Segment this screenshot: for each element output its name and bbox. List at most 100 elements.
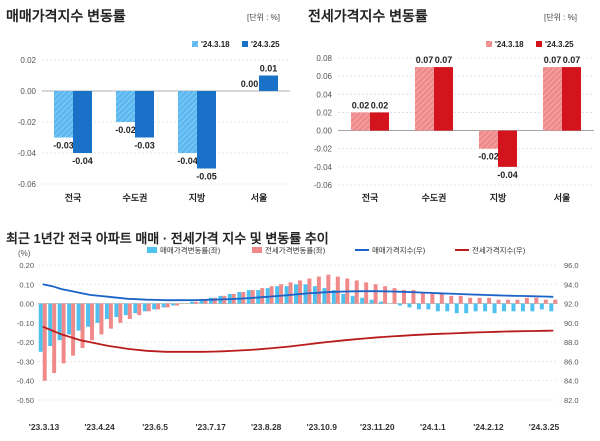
data-label: -0.03 <box>53 141 74 151</box>
trend-bar <box>496 299 501 304</box>
trend-bar <box>524 297 529 304</box>
trend-bar <box>52 303 57 373</box>
sale-price-bar-chart: 0.02 0.00 -0.02 -0.04 -0.06 '24.3.18 '24.3.25 -… <box>18 40 290 203</box>
legend-label: 전세가격변동률(좌) <box>265 246 326 255</box>
trend-bar <box>402 290 406 304</box>
y-tick-label: 0.06 <box>316 72 332 81</box>
right-tick-label: 82.0 <box>564 396 579 405</box>
bar <box>562 67 581 131</box>
y-tick-label: 0.02 <box>316 108 332 117</box>
trend-bar <box>426 303 431 310</box>
trend-bar <box>95 303 100 323</box>
trend-bar <box>454 303 459 314</box>
trend-bar <box>464 303 469 314</box>
trend-bar <box>392 288 397 304</box>
sale-price-panel: 매매가격지수 변동률 [단위 : %] 0.02 0.00 -0.02 -0.04 -0… <box>0 0 298 210</box>
bar <box>73 91 92 153</box>
category-label: 수도권 <box>422 192 447 203</box>
data-label: 0.07 <box>563 55 581 65</box>
bar <box>415 67 434 131</box>
bar <box>259 75 278 91</box>
legend-label: '24.3.25 <box>251 40 280 49</box>
trend-bar <box>411 290 416 304</box>
jeonse-price-bar-chart: 0.08 0.06 0.04 0.02 0.00 -0.02 -0.04 -0.06 '24.3… <box>314 40 594 203</box>
trend-bar <box>90 303 94 341</box>
x-tick-label: '23.11.20 <box>360 422 395 432</box>
trend-bar <box>322 288 327 304</box>
x-tick-label: '24.1.1 <box>420 422 446 432</box>
x-tick-label: '23.6.5 <box>142 422 168 432</box>
trend-bar <box>360 297 365 304</box>
trend-bar <box>38 303 43 352</box>
trend-bar <box>57 303 62 341</box>
data-label: -0.03 <box>134 141 155 151</box>
bar <box>135 91 154 138</box>
trend-bar <box>530 303 535 312</box>
category-label: 지방 <box>490 192 507 203</box>
legend-label: 매매가격변동률(좌) <box>160 246 221 255</box>
data-label: 0.02 <box>371 100 389 110</box>
left-axis-unit: (%) <box>18 249 31 258</box>
data-label: -0.04 <box>72 156 93 166</box>
y-tick-label: 0.04 <box>316 90 332 99</box>
trend-line <box>42 283 554 302</box>
trend-bar <box>86 303 90 327</box>
trend-bar <box>468 297 473 304</box>
sale-chart-unit: [단위 : %] <box>247 13 280 22</box>
y-tick-label: 0.00 <box>316 127 332 136</box>
bar <box>116 91 135 122</box>
trend-bar <box>316 276 321 304</box>
bar <box>479 130 498 149</box>
legend-label: '24.3.18 <box>201 40 230 49</box>
trend-bar <box>194 301 198 304</box>
trend-bar <box>67 303 72 335</box>
trend-bar <box>435 303 440 312</box>
trend-bar <box>511 303 516 312</box>
trend-bar <box>80 303 85 348</box>
trend-bar <box>398 303 402 306</box>
trend-bar <box>175 303 180 306</box>
trend-bar <box>99 303 104 335</box>
trend-bar <box>430 293 435 304</box>
left-tick-label: -0.50 <box>17 396 34 405</box>
trend-bar <box>127 303 132 319</box>
right-tick-label: 92.0 <box>564 300 579 309</box>
category-label: 전국 <box>65 192 82 203</box>
trend-bar <box>364 282 369 304</box>
trend-bar <box>279 284 284 304</box>
trend-bar <box>473 303 478 312</box>
trend-bar <box>492 303 497 314</box>
bar <box>178 91 197 153</box>
data-label: -0.04 <box>497 170 518 180</box>
left-tick-label: -0.30 <box>17 357 34 366</box>
trend-bar <box>133 303 138 314</box>
right-tick-label: 96.0 <box>564 261 579 270</box>
data-label: 0.07 <box>435 55 453 65</box>
trend-bar <box>76 303 81 331</box>
trend-bar <box>449 295 454 304</box>
bar <box>351 112 370 131</box>
y-tick-label: -0.04 <box>314 163 333 172</box>
data-label: -0.04 <box>177 156 198 166</box>
trend-bar <box>275 286 280 304</box>
y-tick-label: -0.06 <box>18 180 37 189</box>
legend-label: '24.3.25 <box>545 40 574 49</box>
trend-bar <box>114 303 119 318</box>
trend-bar <box>379 301 384 304</box>
trend-bar <box>553 299 558 304</box>
trend-bar <box>212 297 217 304</box>
trend-bar <box>445 303 450 312</box>
jeonse-chart-title: 전세가격지수 변동률 <box>308 8 428 24</box>
trend-bar <box>326 274 331 304</box>
x-tick-label: '24.3.25 <box>529 422 560 432</box>
trend-bar <box>142 303 147 312</box>
y-tick-label: 0.00 <box>20 87 36 96</box>
trend-bar <box>335 276 340 304</box>
left-tick-label: -0.40 <box>17 377 34 386</box>
data-label: -0.02 <box>115 125 136 135</box>
data-label: -0.02 <box>478 152 499 162</box>
data-label: 0.07 <box>544 55 562 65</box>
category-label: 전국 <box>362 192 379 203</box>
trend-bar <box>341 293 346 304</box>
trend-bar <box>288 282 293 304</box>
